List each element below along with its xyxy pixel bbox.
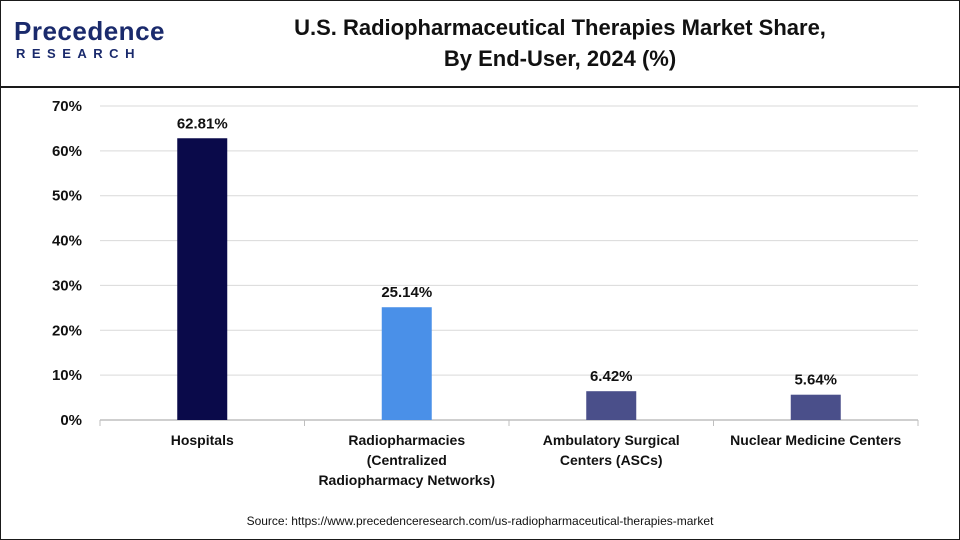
bar — [381, 307, 432, 420]
data-label: 5.64% — [794, 372, 837, 389]
data-label: 62.81% — [177, 115, 228, 132]
logo: Precedence RESEARCH — [14, 16, 164, 66]
y-tick-label: 50% — [52, 188, 82, 205]
data-label: 6.42% — [590, 368, 633, 385]
bar — [177, 138, 228, 420]
y-tick-label: 30% — [52, 277, 82, 294]
logo-wordmark: Precedence — [14, 16, 165, 46]
header-divider — [0, 86, 960, 88]
bar — [586, 391, 637, 420]
header: Precedence RESEARCH U.S. Radiopharmaceut… — [0, 0, 960, 86]
y-tick-label: 70% — [52, 98, 82, 115]
y-tick-label: 0% — [60, 412, 82, 429]
y-tick-label: 10% — [52, 367, 82, 384]
x-tick-label: Nuclear Medicine Centers — [730, 432, 901, 448]
source-note: Source: https://www.precedenceresearch.c… — [246, 514, 714, 528]
chart-title-line2: By End-User, 2024 (%) — [443, 46, 677, 71]
chart-title-line1: U.S. Radiopharmaceutical Therapies Marke… — [294, 15, 826, 40]
bar — [790, 394, 841, 420]
x-tick-label: Centers (ASCs) — [560, 452, 663, 468]
y-tick-label: 40% — [52, 233, 82, 250]
x-tick-label: (Centralized — [367, 452, 447, 468]
y-tick-label: 20% — [52, 322, 82, 339]
x-tick-label: Radiopharmacies — [348, 432, 465, 448]
bar-chart: 0% 10% 20% 30% 40% 50% 60% 70% 62.81% Hospitals 25… — [52, 98, 919, 488]
x-tick-label: Ambulatory Surgical — [543, 432, 680, 448]
x-tick-label: Radiopharmacy Networks) — [318, 472, 495, 488]
x-tick-label: Hospitals — [171, 432, 234, 448]
data-label: 25.14% — [381, 284, 432, 301]
chart-title: U.S. Radiopharmaceutical Therapies Marke… — [200, 12, 920, 74]
logo-subtitle: RESEARCH — [16, 46, 141, 61]
y-tick-label: 60% — [52, 143, 82, 160]
